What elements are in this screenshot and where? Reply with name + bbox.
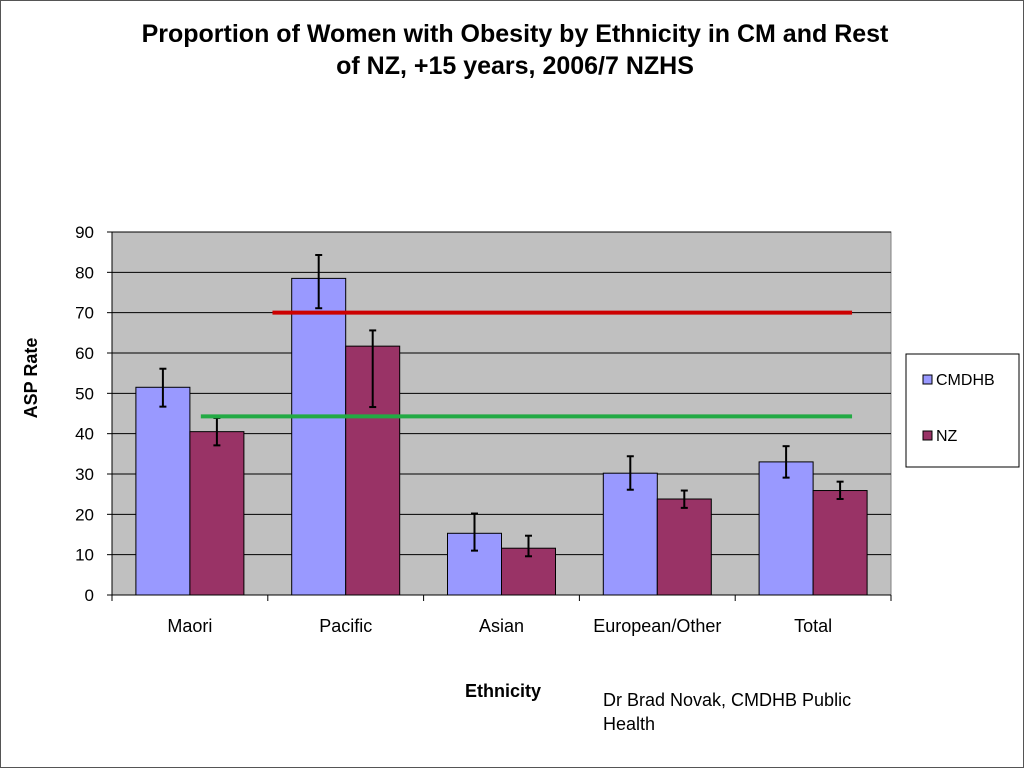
author-credit: Dr Brad Novak, CMDHB Public Health bbox=[603, 690, 852, 734]
y-tick-label: 90 bbox=[75, 223, 94, 242]
chart-title: Proportion of Women with Obesity by Ethn… bbox=[60, 18, 970, 82]
x-axis-title: Ethnicity bbox=[465, 681, 541, 701]
bar-cmdhb bbox=[602, 472, 658, 596]
x-tick-label: Maori bbox=[167, 616, 212, 636]
chart-title-line-2: of NZ, +15 years, 2006/7 NZHS bbox=[336, 52, 694, 80]
bar-cmdhb bbox=[135, 386, 191, 596]
x-tick-label: Pacific bbox=[319, 616, 372, 636]
bar-nz bbox=[812, 490, 868, 596]
legend-box bbox=[905, 353, 1020, 468]
y-tick-label: 60 bbox=[75, 344, 94, 363]
legend-swatch bbox=[922, 430, 933, 441]
y-tick-label: 20 bbox=[75, 505, 94, 524]
bar-cmdhb bbox=[758, 461, 814, 596]
legend-label: CMDHB bbox=[936, 372, 995, 389]
x-tick-label: Asian bbox=[479, 616, 524, 636]
y-tick-label: 0 bbox=[85, 586, 94, 605]
y-tick-label: 10 bbox=[75, 546, 94, 565]
bar-nz bbox=[189, 431, 245, 596]
legend-label: NZ bbox=[936, 428, 958, 445]
y-tick-label: 40 bbox=[75, 425, 94, 444]
y-tick-label: 50 bbox=[75, 384, 94, 403]
y-tick-label: 30 bbox=[75, 465, 94, 484]
bar-nz bbox=[656, 498, 712, 596]
legend-swatch bbox=[922, 374, 933, 385]
y-tick-label: 70 bbox=[75, 304, 94, 323]
y-axis-title: ASP Rate bbox=[21, 338, 41, 419]
x-tick-label: European/Other bbox=[593, 616, 721, 636]
x-tick-label: Total bbox=[794, 616, 832, 636]
bar-cmdhb bbox=[291, 277, 347, 596]
chart-title-line-1: Proportion of Women with Obesity by Ethn… bbox=[141, 20, 889, 48]
y-tick-label: 80 bbox=[75, 263, 94, 282]
